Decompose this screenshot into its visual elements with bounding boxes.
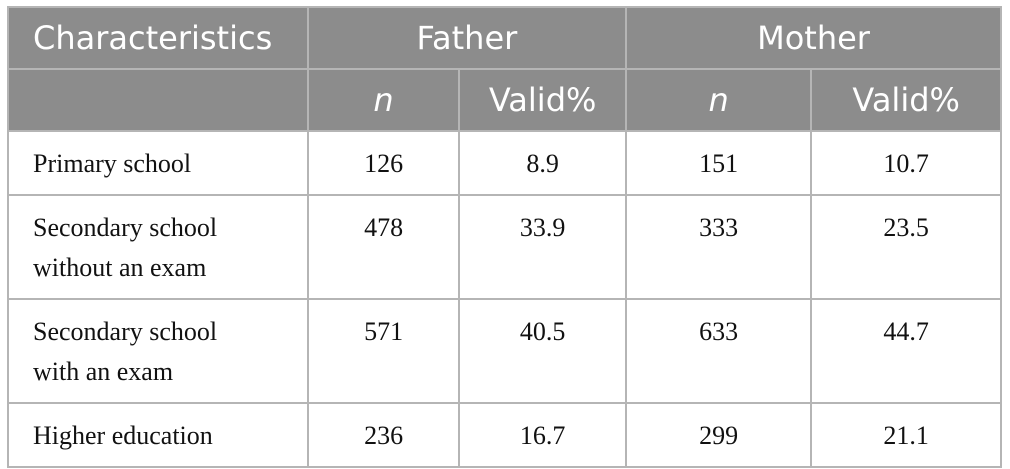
table-row: Primary school 126 8.9 151 10.7 [7, 130, 1002, 196]
subheader: Valid% [458, 68, 628, 132]
table-row: Secondary school without an exam 478 33.9 3… [7, 194, 1002, 300]
subheader-row: n Valid% n Valid% [7, 68, 1002, 132]
cell-text: 299 [699, 421, 739, 450]
row-label: Higher education [7, 402, 309, 468]
cell-text: 16.7 [519, 421, 566, 450]
cell: 8.9 [458, 130, 628, 196]
header-row: Characteristics Father Mother [7, 6, 1002, 70]
cell-text: Secondary school with an exam [33, 317, 218, 386]
table-row: Secondary school with an exam 571 40.5 633 4… [7, 298, 1002, 404]
row-label: Primary school [7, 130, 309, 196]
cell-text: 10.7 [883, 149, 929, 178]
cell-text: 23.5 [883, 213, 929, 242]
cell-text: 333 [699, 213, 739, 242]
table-row: Higher education 236 16.7 299 21.1 [7, 402, 1002, 468]
table-body: Primary school 126 8.9 151 10.7 Secondary sch… [7, 130, 1002, 468]
cell-text: 236 [364, 421, 404, 450]
cell: 21.1 [810, 402, 1002, 468]
cell-text: 44.7 [883, 317, 929, 346]
header-cell [7, 68, 309, 132]
cell-text: 33.9 [519, 213, 566, 242]
subheader: n [625, 68, 813, 132]
cell: 44.7 [810, 298, 1002, 404]
cell: 40.5 [458, 298, 628, 404]
cell-text: 21.1 [883, 421, 929, 450]
cell-text: Higher education [33, 421, 213, 450]
group-header: Mother [625, 6, 1002, 70]
cell: 333 [625, 194, 813, 300]
cell-text: Primary school [33, 149, 192, 178]
cell-text: 40.5 [519, 317, 566, 346]
cell-text: 151 [699, 149, 739, 178]
cell-text: 126 [364, 149, 404, 178]
cell: 23.5 [810, 194, 1002, 300]
row-label: Secondary school with an exam [7, 298, 309, 404]
cell: 571 [306, 298, 461, 404]
cell: 633 [625, 298, 813, 404]
group-header: Father [306, 6, 628, 70]
cell: 151 [625, 130, 813, 196]
cell: 126 [306, 130, 461, 196]
cell: 33.9 [458, 194, 628, 300]
cell: 10.7 [810, 130, 1002, 196]
education-table: Characteristics Father Mother n Valid% n… [7, 6, 1002, 468]
subheader: n [306, 68, 461, 132]
cell-text: 478 [364, 213, 404, 242]
row-label: Secondary school without an exam [7, 194, 309, 300]
cell-text: Secondary school without an exam [33, 213, 218, 282]
cell: 16.7 [458, 402, 628, 468]
cell-text: 633 [699, 317, 739, 346]
cell: 478 [306, 194, 461, 300]
header-cell: Characteristics [7, 6, 309, 70]
cell-text: 571 [364, 317, 404, 346]
cell-text: 8.9 [526, 149, 559, 178]
subheader: Valid% [810, 68, 1002, 132]
cell: 299 [625, 402, 813, 468]
cell: 236 [306, 402, 461, 468]
